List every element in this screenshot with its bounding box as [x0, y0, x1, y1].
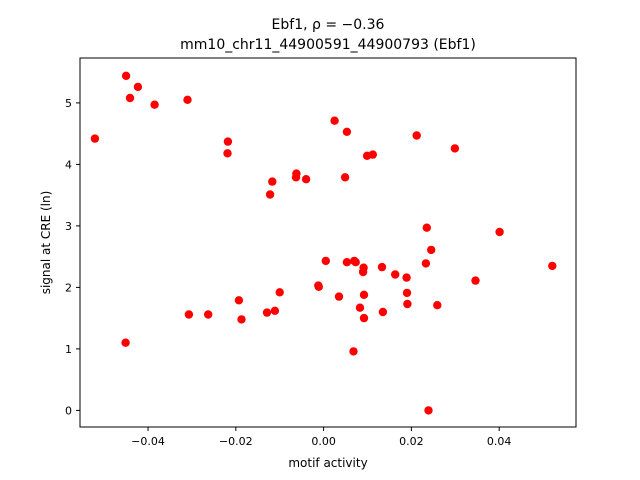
- data-point-31: [349, 347, 358, 356]
- data-point-54: [548, 261, 557, 271]
- data-point-2: [125, 93, 135, 103]
- y-tick-label: 1: [65, 343, 72, 356]
- data-point-43: [402, 288, 412, 298]
- data-point-12: [237, 315, 246, 324]
- data-point-28: [342, 258, 352, 267]
- data-point-8: [204, 310, 213, 319]
- x-tick-label: 0.00: [311, 435, 336, 448]
- data-point-32: [355, 303, 365, 312]
- data-point-39: [377, 262, 387, 272]
- chart-title-line1: Ebf1, ρ = −0.36: [272, 17, 385, 33]
- data-point-7: [184, 310, 194, 319]
- data-point-23: [321, 256, 330, 266]
- data-point-6: [121, 338, 130, 347]
- y-axis-label: signal at CRE (ln): [39, 191, 53, 295]
- data-point-5: [183, 95, 192, 105]
- data-points: [90, 71, 557, 415]
- data-point-17: [268, 177, 277, 186]
- y-tick-label: 4: [65, 158, 72, 171]
- data-point-41: [391, 270, 400, 279]
- data-point-45: [412, 131, 421, 140]
- data-point-4: [150, 100, 159, 109]
- data-point-14: [270, 306, 280, 315]
- data-point-20: [301, 175, 311, 184]
- data-point-46: [421, 259, 431, 268]
- data-point-36: [359, 313, 369, 323]
- y-tick-label: 0: [65, 404, 72, 417]
- data-point-51: [450, 144, 460, 153]
- data-point-30: [351, 258, 360, 267]
- data-point-27: [342, 127, 352, 136]
- data-point-38: [368, 150, 377, 159]
- data-point-1: [121, 71, 131, 81]
- data-point-0: [90, 134, 100, 143]
- y-tick-label: 3: [65, 220, 72, 233]
- data-point-34: [359, 263, 368, 272]
- data-point-11: [234, 296, 244, 305]
- data-point-50: [433, 301, 442, 310]
- data-point-52: [471, 276, 480, 285]
- x-tick-label: 0.04: [487, 435, 512, 448]
- data-point-48: [427, 245, 436, 255]
- y-tick-label: 5: [65, 97, 72, 110]
- data-point-19: [292, 169, 301, 178]
- data-point-22: [314, 282, 323, 291]
- plot-area-frame: [79, 57, 577, 428]
- data-point-13: [262, 308, 272, 317]
- data-point-53: [495, 227, 504, 237]
- data-point-26: [340, 173, 350, 182]
- data-point-16: [265, 190, 275, 199]
- y-tick-label: 2: [65, 281, 72, 294]
- data-point-40: [378, 307, 388, 317]
- x-tick-label: −0.04: [131, 435, 165, 448]
- x-axis-label: motif activity: [288, 456, 367, 470]
- chart-title-line2: mm10_chr11_44900591_44900793 (Ebf1): [180, 37, 476, 53]
- data-point-42: [402, 273, 411, 282]
- data-point-35: [359, 290, 369, 299]
- x-tick-label: −0.02: [219, 435, 253, 448]
- data-point-24: [330, 116, 339, 125]
- data-point-44: [403, 299, 412, 309]
- data-point-47: [422, 223, 431, 232]
- y-axis-ticks: 0 1 2 3 4 5: [65, 97, 80, 417]
- x-tick-label: 0.02: [399, 435, 424, 448]
- data-point-3: [133, 82, 143, 92]
- x-axis-ticks: −0.04 −0.02 0.00 0.02 0.04: [131, 427, 511, 448]
- data-point-15: [275, 288, 284, 297]
- data-point-49: [424, 406, 433, 415]
- data-point-9: [223, 137, 233, 146]
- data-point-10: [223, 149, 232, 158]
- data-point-25: [334, 292, 344, 301]
